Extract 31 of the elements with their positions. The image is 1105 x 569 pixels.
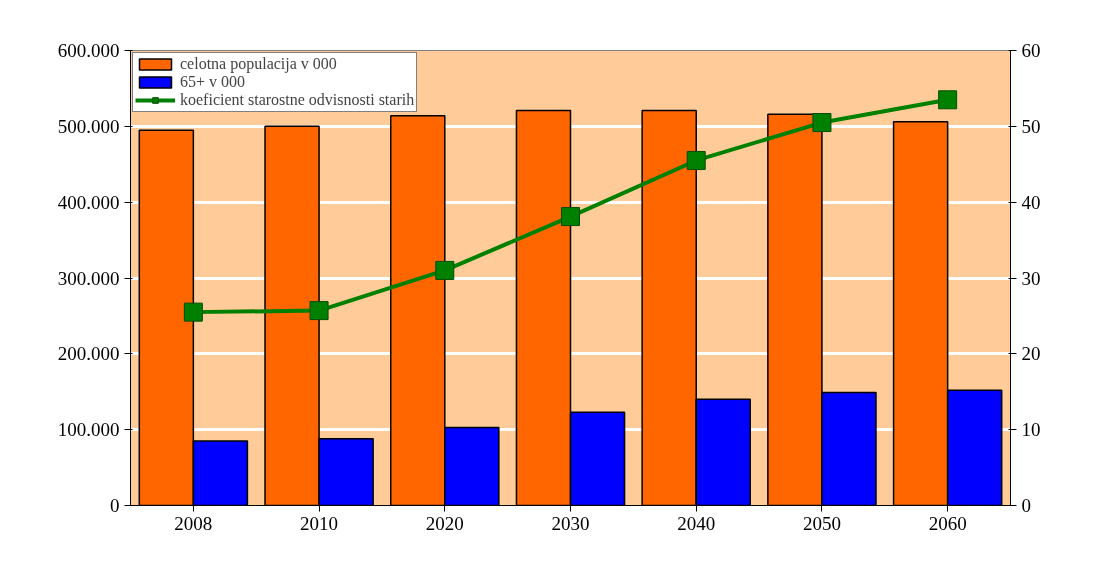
legend-label: celotna populacija v 000: [180, 55, 337, 73]
point: [435, 260, 455, 280]
y-tick-label: 400.000: [57, 191, 120, 213]
y2-tick-label: 30: [1021, 267, 1041, 289]
legend-label: 65+ v 000: [180, 73, 246, 91]
y-tick-label: 600.000: [57, 40, 120, 61]
y2-tick-label: 20: [1021, 343, 1041, 365]
x-tick-label: 2050: [802, 512, 841, 534]
y-tick-label: 200.000: [57, 343, 120, 365]
x-tick-label: 2040: [677, 512, 716, 534]
y-tick-label: 100.000: [57, 419, 120, 441]
point: [686, 150, 706, 170]
point: [812, 113, 832, 133]
x-tick-label: 2010: [300, 512, 339, 534]
point: [309, 301, 329, 321]
y-tick-label: 300.000: [57, 267, 120, 289]
y2-tick-label: 60: [1021, 40, 1041, 61]
y-tick-label: 0: [110, 495, 120, 516]
x-tick-label: 2008: [174, 512, 213, 534]
y2-tick-label: 50: [1021, 115, 1041, 137]
y2-tick-label: 10: [1021, 419, 1041, 441]
x-tick-label: 2060: [928, 512, 967, 534]
point: [561, 207, 580, 227]
y2-tick-label: 0: [1021, 495, 1031, 516]
y-tick-label: 500.000: [57, 115, 120, 137]
x-tick-label: 2030: [551, 512, 590, 534]
y2-tick-label: 40: [1021, 191, 1041, 213]
legend-label: koeficient starostne odvisnosti starih: [180, 91, 415, 109]
x-tick-label: 2020: [425, 512, 464, 534]
point: [938, 90, 958, 110]
point: [183, 302, 203, 322]
